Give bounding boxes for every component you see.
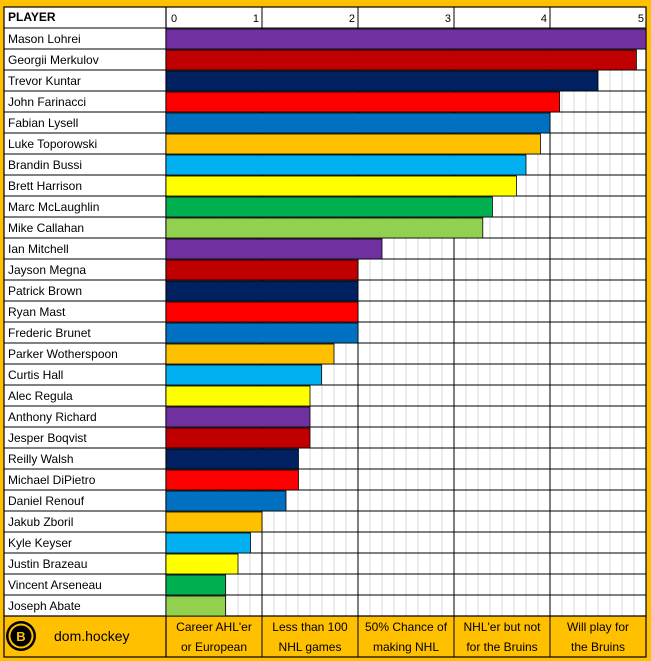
band-label-line1: Will play for	[567, 620, 629, 634]
player-label: Vincent Arseneau	[8, 578, 102, 592]
band-label-line1: NHL'er but not	[464, 620, 542, 634]
bar-mason-lohrei	[165, 28, 647, 50]
band-label-line2: the Bruins	[571, 640, 625, 654]
bar-frederic-brunet	[165, 322, 359, 344]
svg-text:B: B	[16, 629, 25, 644]
player-label: Mason Lohrei	[8, 32, 81, 46]
bar-reilly-walsh	[165, 448, 299, 470]
x-tick-label: 4	[541, 13, 547, 25]
bar-brandin-bussi	[165, 154, 527, 176]
player-label: Alec Regula	[8, 389, 73, 403]
bar-joseph-abate	[165, 595, 226, 617]
x-tick-label: 5	[638, 13, 644, 25]
bar-anthony-richard	[165, 406, 311, 428]
bar-parker-wotherspoon	[165, 343, 335, 365]
bar-fabian-lysell	[165, 112, 551, 134]
bar-jesper-boqvist	[165, 427, 311, 449]
player-label: Marc McLaughlin	[8, 200, 99, 214]
bar-jayson-megna	[165, 259, 359, 281]
x-ticks: 0 1 2 3 4 5	[171, 13, 644, 25]
player-label: Jesper Boqvist	[8, 431, 87, 445]
band-label-line1: Less than 100	[272, 620, 348, 634]
player-label: Mike Callahan	[8, 221, 84, 235]
band-label-line2: or European	[181, 640, 247, 654]
bar-trevor-kuntar	[165, 70, 599, 92]
bar-jakub-zboril	[165, 511, 263, 533]
x-tick-label: 2	[349, 13, 355, 25]
bar-daniel-renouf	[165, 490, 287, 512]
bar-ryan-mast	[165, 301, 359, 323]
player-label: Jayson Megna	[8, 263, 86, 277]
x-tick-label: 0	[171, 13, 177, 25]
player-label: Justin Brazeau	[8, 557, 87, 571]
band-label-line2: NHL games	[279, 640, 342, 654]
player-label: Joseph Abate	[8, 599, 81, 613]
player-label: Kyle Keyser	[8, 536, 72, 550]
player-label: Trevor Kuntar	[8, 74, 81, 88]
band-label-line1: Career AHL'er	[176, 620, 252, 634]
band-label-line2: for the Bruins	[466, 640, 537, 654]
player-label: Michael DiPietro	[8, 473, 96, 487]
player-label: Brett Harrison	[8, 179, 82, 193]
player-label: Brandin Bussi	[8, 158, 82, 172]
player-label: Georgii Merkulov	[8, 53, 99, 67]
player-label: Parker Wotherspoon	[8, 347, 118, 361]
bar-ian-mitchell	[165, 238, 383, 260]
bar-michael-dipietro	[165, 469, 299, 491]
band-label-line2: making NHL	[373, 640, 439, 654]
bruins-logo-icon: B	[6, 621, 36, 651]
bar-vincent-arseneau	[165, 574, 226, 596]
x-tick-label: 1	[253, 13, 259, 25]
player-labels: Mason Lohrei Georgii Merkulov Trevor Kunta…	[8, 32, 118, 613]
footer: B dom.hockey Career AHL'er or European Les…	[6, 620, 629, 654]
bar-patrick-brown	[165, 280, 359, 302]
bar-mike-callahan	[165, 217, 484, 239]
bar-kyle-keyser	[165, 532, 251, 554]
player-label: Daniel Renouf	[8, 494, 85, 508]
bar-justin-brazeau	[165, 553, 239, 575]
player-label: Curtis Hall	[8, 368, 63, 382]
player-label: Luke Toporowski	[8, 137, 97, 151]
bar-georgii-merkulov	[165, 49, 637, 71]
bar-curtis-hall	[165, 364, 322, 386]
bars	[165, 28, 647, 617]
bar-john-farinacci	[165, 91, 561, 113]
player-label: Reilly Walsh	[8, 452, 74, 466]
player-header: PLAYER	[8, 10, 56, 24]
player-label: Patrick Brown	[8, 284, 82, 298]
bar-luke-toporowski	[165, 133, 541, 155]
player-label: Frederic Brunet	[8, 326, 91, 340]
player-label: John Farinacci	[8, 95, 86, 109]
player-label: Ian Mitchell	[8, 242, 69, 256]
bar-alec-regula	[165, 385, 311, 407]
bar-marc-mclaughlin	[165, 196, 493, 218]
player-label: Ryan Mast	[8, 305, 66, 319]
bar-brett-harrison	[165, 175, 517, 197]
player-label: Jakub Zboril	[8, 515, 73, 529]
x-tick-label: 3	[445, 13, 451, 25]
band-label-line1: 50% Chance of	[365, 620, 448, 634]
logo-text: dom.hockey	[54, 628, 129, 644]
player-label: Fabian Lysell	[8, 116, 78, 130]
player-label: Anthony Richard	[8, 410, 97, 424]
